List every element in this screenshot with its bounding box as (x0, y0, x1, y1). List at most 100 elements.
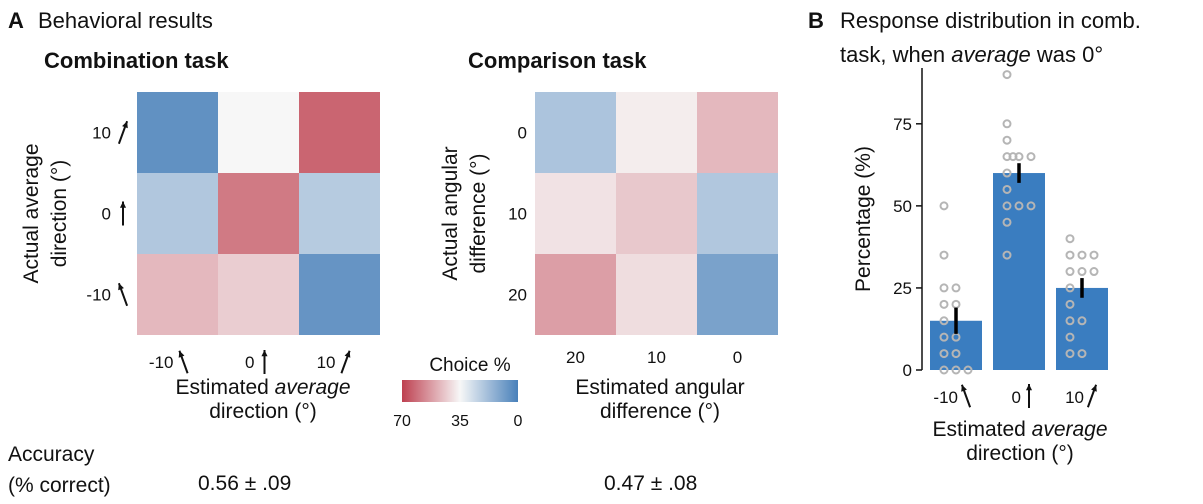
bar-0-point-2 (939, 283, 949, 293)
comparison-xlabel-line2: difference (°) (599, 400, 721, 423)
comparison-ylabel-line2: difference (°) (467, 153, 490, 273)
combination-task-title: Combination task (44, 48, 229, 73)
bar-0-point-7 (939, 332, 949, 342)
comparison-heatmap: 0 10 20 20 10 0 Actual angular difference (°) (439, 92, 778, 367)
bar-xtick-arrow-1-head (1025, 384, 1033, 391)
combination-cell-1-2 (299, 173, 380, 254)
bar-1-point-8 (1002, 184, 1012, 194)
bar-2-point-8 (1065, 299, 1075, 309)
bar-xtick-1: 0 (1012, 388, 1021, 407)
bar-2-point-2 (1077, 250, 1087, 260)
accuracy-label-line1: Accuracy (8, 443, 95, 466)
bar-1-point-7 (1002, 168, 1012, 178)
comparison-xtick-0: 20 (566, 348, 585, 367)
bar-1-point-5 (1026, 152, 1036, 162)
bar-1-point-9 (1002, 201, 1012, 211)
bar-0-point-12 (951, 365, 961, 375)
bar-1-point-1 (1002, 119, 1012, 129)
bar-xlabel-em: average (1031, 418, 1108, 441)
panel-a-letter: A (8, 8, 24, 33)
combination-ytick-arrow-0-head (122, 121, 128, 129)
bar-2-point-9 (1065, 316, 1075, 326)
comparison-cell-2-0 (535, 254, 616, 335)
combination-ytick-0: 10 (92, 124, 111, 143)
combination-cell-0-2 (299, 92, 380, 173)
combination-xtick-arrow-1-head (261, 350, 268, 357)
bar-0-point-5 (951, 299, 961, 309)
bar-xtick-arrow-2-head (1091, 384, 1097, 392)
comparison-cell-1-0 (535, 173, 616, 254)
bar-xlabel-pre: Estimated (932, 418, 1032, 441)
combination-ytick-arrow-1 (119, 201, 127, 226)
combination-xtick-arrow-0-head (178, 350, 185, 358)
bar-ylabel: Percentage (%) (852, 146, 875, 292)
comparison-ytick-0: 0 (518, 124, 527, 143)
combination-xlabel-em: average (274, 376, 351, 399)
comparison-task-title: Comparison task (468, 48, 647, 73)
combination-cell-0-1 (218, 92, 299, 173)
bar-1-point-13 (1002, 250, 1012, 260)
panel-b-title-post: was 0° (1030, 42, 1104, 67)
comparison-ytick-1: 10 (508, 205, 527, 224)
bar-2-point-5 (1077, 267, 1087, 277)
combination-xtick-arrow-0 (178, 350, 189, 374)
combination-cell-0-0 (137, 92, 218, 173)
comparison-cell-2-2 (697, 254, 778, 335)
panel-b-title-line2: task, when average was 0° (840, 42, 1103, 68)
combination-xtick-0: -10 (149, 353, 174, 372)
bar-0-point-6 (939, 316, 949, 326)
comparison-xlabel: Estimated angular difference (°) (545, 376, 775, 424)
combination-xtick-1: 0 (245, 353, 254, 372)
bar-0-point-4 (939, 299, 949, 309)
bar-xtick-arrow-0 (960, 384, 972, 408)
bar-xtick-arrow-2 (1086, 384, 1098, 408)
bar-0-point-1 (939, 250, 949, 260)
colorbar-gradient (402, 380, 518, 402)
combination-cell-1-1 (218, 173, 299, 254)
bar-1-point-12 (1002, 217, 1012, 227)
panel-b-title-pre: task, when (840, 42, 952, 67)
bar-2-point-12 (1065, 349, 1075, 359)
panel-b-title-em: average (951, 42, 1031, 67)
combination-ytick-arrow-1-head (119, 201, 127, 208)
bar-2-point-1 (1065, 250, 1075, 260)
panel-a-title: Behavioral results (38, 8, 213, 33)
combination-cell-2-2 (299, 254, 380, 335)
bar-2-point-6 (1089, 267, 1099, 277)
combination-xlabel-pre: Estimated (175, 376, 275, 399)
bar-2-point-7 (1065, 283, 1075, 293)
combination-ytick-arrow-2-head (118, 283, 124, 291)
combination-ylabel-line1: Actual average (20, 143, 43, 283)
colorbar: 70 35 0 (393, 380, 522, 430)
accuracy-combination: 0.56 ± .09 (198, 472, 292, 495)
bar-xtick-arrow-1 (1025, 384, 1033, 408)
bar-xtick-0: -10 (933, 388, 958, 407)
bar-0-point-13 (963, 365, 973, 375)
combination-cell-2-0 (137, 254, 218, 335)
bar-xtick-arrow-0-head (961, 384, 967, 392)
bar-2-point-0 (1065, 234, 1075, 244)
combination-xtick-arrow-2 (340, 350, 351, 374)
combination-cell-1-0 (137, 173, 218, 254)
colorbar-title: Choice % (429, 355, 511, 376)
comparison-cell-1-2 (697, 173, 778, 254)
combination-ytick-arrow-0 (117, 120, 129, 145)
accuracy-label-line2: (% correct) (8, 474, 111, 497)
combination-cell-2-1 (218, 254, 299, 335)
combination-xtick-arrow-1 (261, 350, 268, 374)
comparison-xlabel-line1: Estimated angular (575, 376, 745, 399)
bar-2-point-3 (1089, 250, 1099, 260)
bar-2-point-13 (1077, 349, 1087, 359)
accuracy-comparison: 0.47 ± .08 (604, 472, 698, 495)
bar-xtick-2: 10 (1065, 388, 1084, 407)
comparison-xtick-1: 10 (647, 348, 666, 367)
combination-xtick-2: 10 (317, 353, 336, 372)
bar-1 (993, 173, 1045, 370)
comparison-cell-2-1 (616, 254, 697, 335)
bar-1-point-2 (1002, 135, 1012, 145)
comparison-cell-0-0 (535, 92, 616, 173)
bar-2-point-4 (1065, 267, 1075, 277)
combination-ytick-2: -10 (86, 286, 111, 305)
bar-0-point-9 (939, 349, 949, 359)
combination-xlabel-line2: direction (°) (209, 400, 317, 423)
